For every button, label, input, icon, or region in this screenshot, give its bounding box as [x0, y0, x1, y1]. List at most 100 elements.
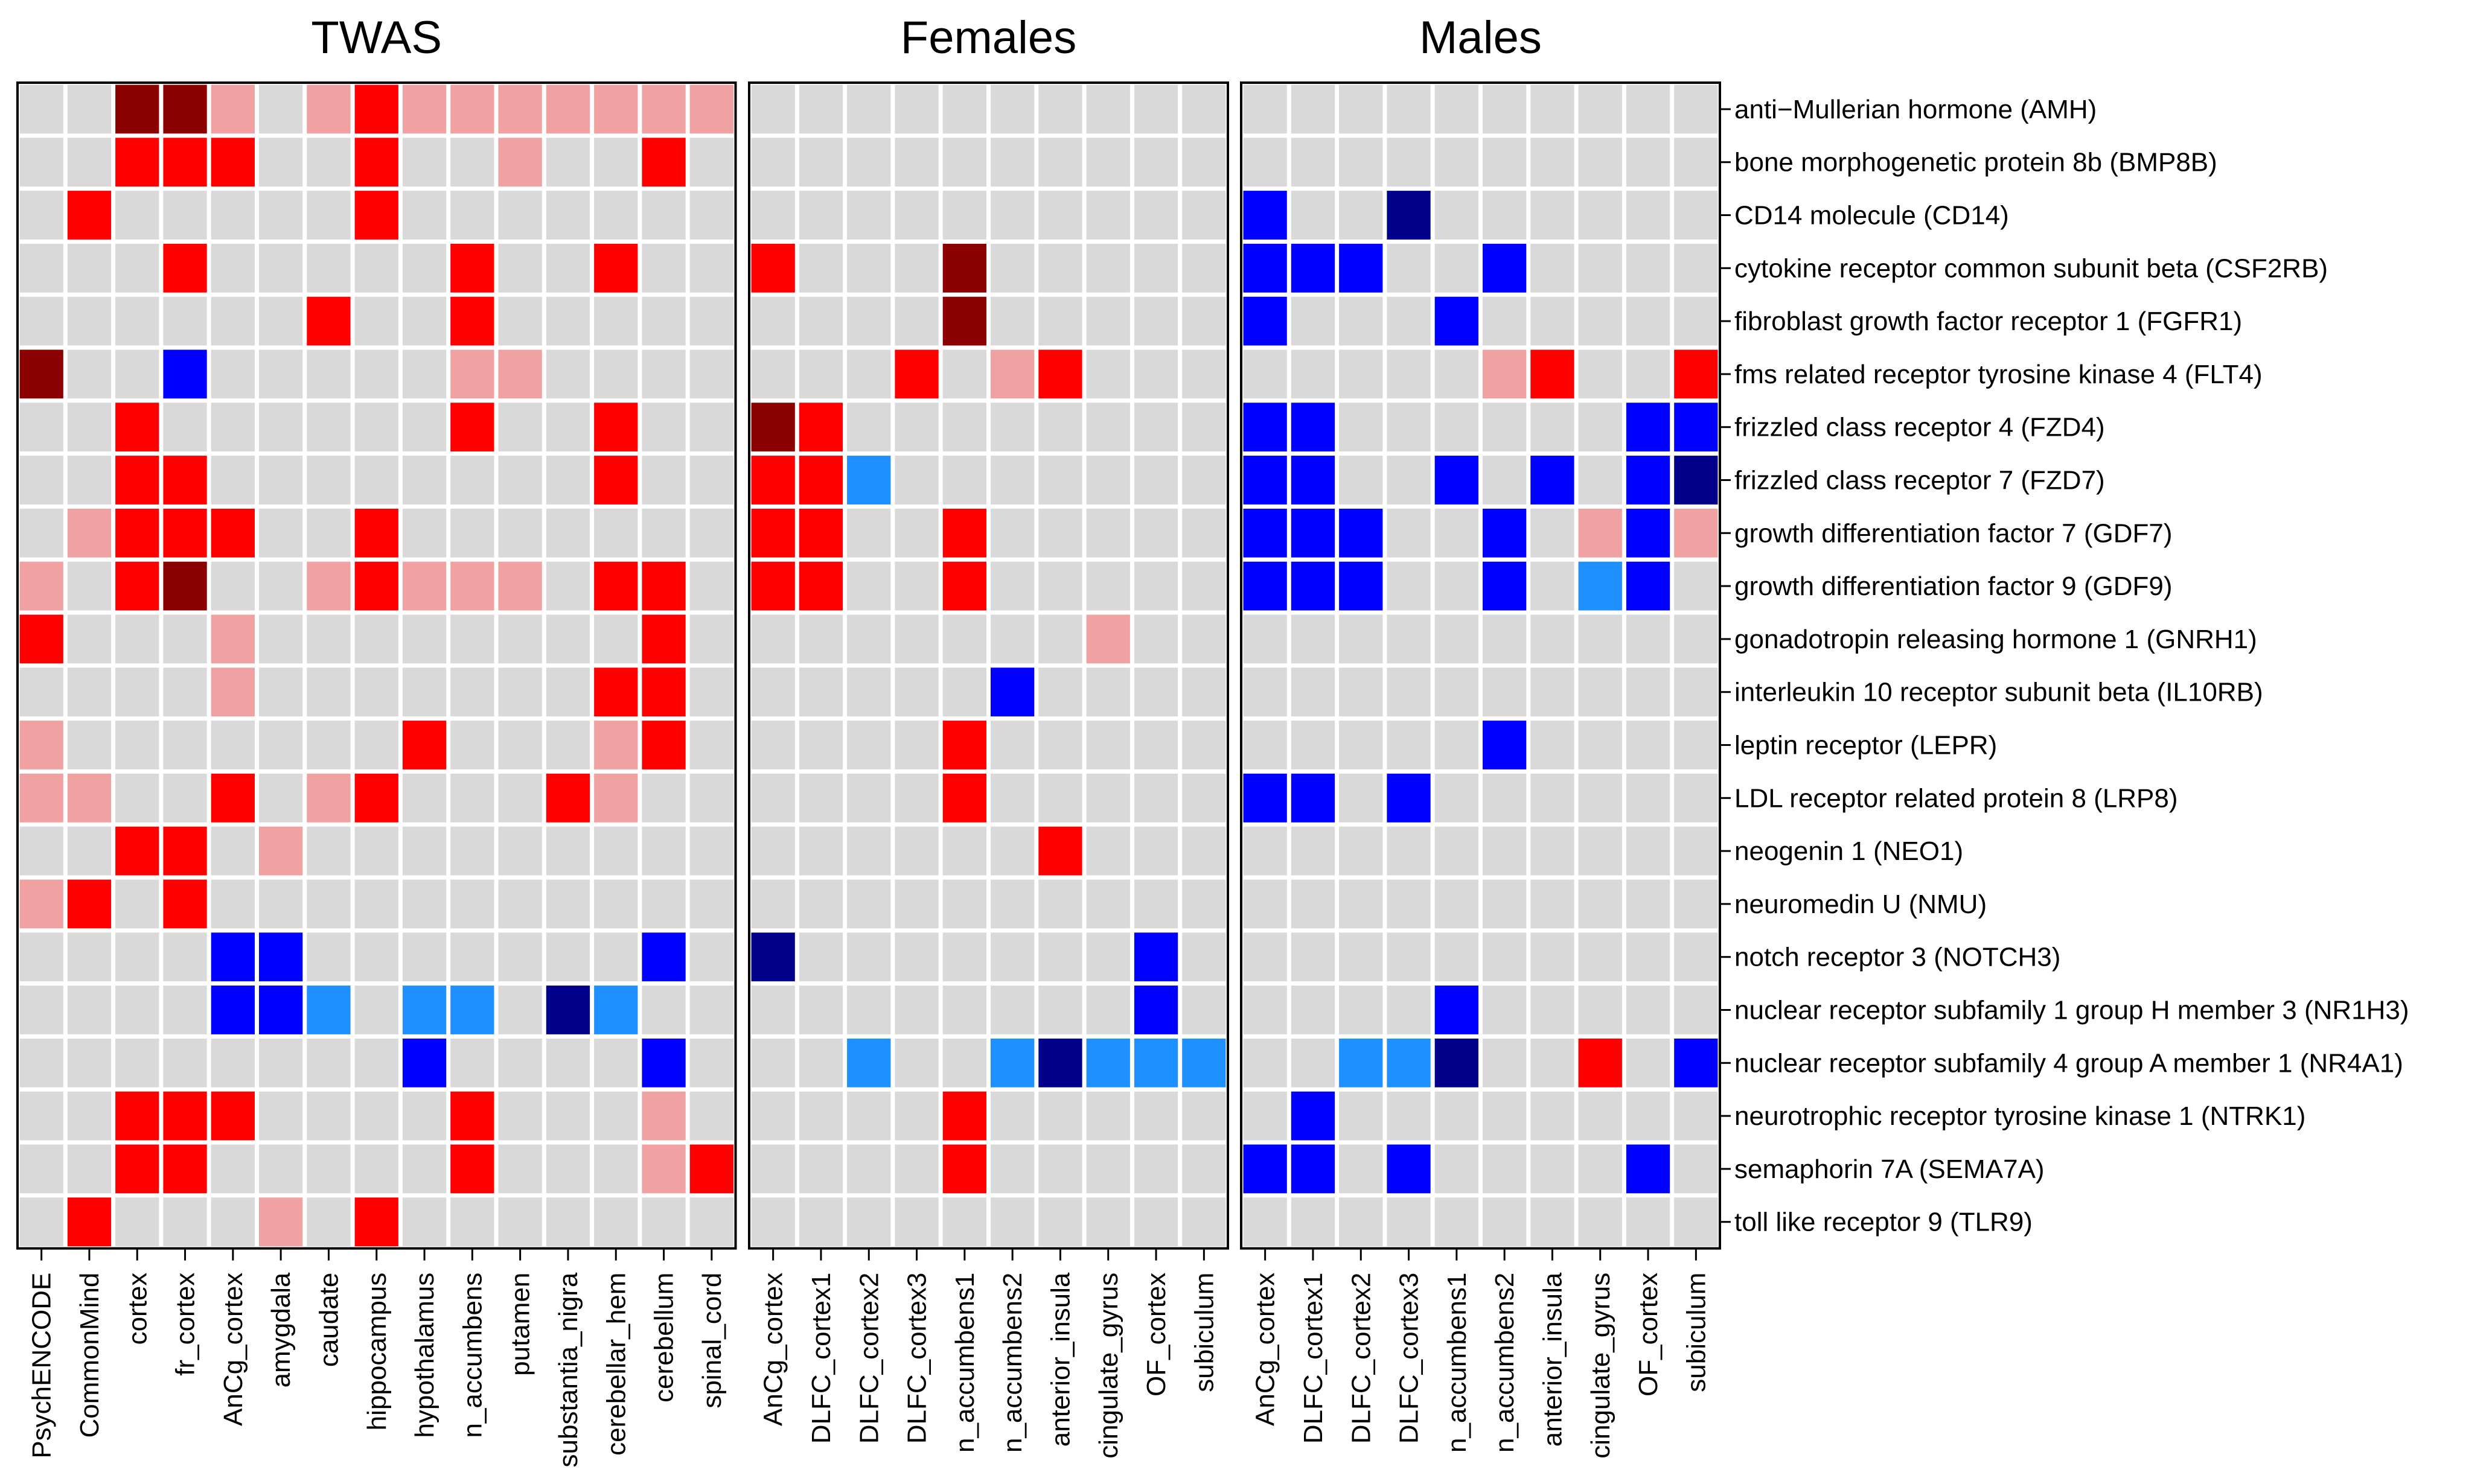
heatmap-cell	[1243, 1197, 1287, 1247]
heatmap-cell	[1291, 561, 1335, 611]
heatmap-cell	[115, 721, 159, 769]
heatmap-cell	[1134, 191, 1178, 240]
heatmap-cell	[1674, 1091, 1718, 1141]
heatmap-cell	[1387, 1197, 1431, 1247]
heatmap-cell	[498, 721, 542, 769]
heatmap-cell	[402, 1038, 447, 1088]
heatmap-cell	[847, 349, 891, 399]
heatmap-cell	[1674, 721, 1718, 769]
heatmap-cell	[211, 403, 255, 452]
heatmap-cell	[115, 1091, 159, 1141]
heatmap-cell	[1243, 296, 1287, 346]
heatmap-cell	[115, 561, 159, 611]
heatmap-cell	[847, 932, 891, 982]
heatmap-cell	[895, 561, 939, 611]
heatmap-cell	[450, 138, 494, 187]
heatmap-cell	[1339, 191, 1383, 240]
heatmap-cell	[1182, 773, 1226, 823]
heatmap-cell	[751, 773, 795, 823]
column-label: n_accumbens	[458, 1273, 487, 1438]
heatmap-cell	[1291, 456, 1335, 505]
heatmap-cell	[402, 84, 447, 134]
column-label: cerebellum	[650, 1273, 679, 1403]
column-label: n_accumbens2	[998, 1273, 1027, 1453]
heatmap-cell	[847, 879, 891, 929]
heatmap-cell	[642, 456, 686, 505]
heatmap-cell	[642, 561, 686, 611]
heatmap-cell	[498, 826, 542, 876]
heatmap-cell	[594, 721, 638, 769]
heatmap-cell	[163, 614, 207, 664]
heatmap-cell	[259, 1091, 303, 1141]
heatmap-cell	[1291, 986, 1335, 1034]
heatmap-cell	[498, 773, 542, 823]
heatmap-cell	[991, 1091, 1035, 1141]
heatmap-cell	[546, 879, 590, 929]
heatmap-cell	[67, 986, 112, 1034]
heatmap-cell	[594, 614, 638, 664]
heatmap-cell	[307, 986, 351, 1034]
heatmap-cell	[402, 1091, 447, 1141]
heatmap-cell	[1038, 243, 1082, 293]
heatmap-cell	[1626, 986, 1670, 1034]
gene-label: neuromedin U (NMU)	[1734, 890, 1987, 919]
heatmap-cell	[259, 932, 303, 982]
heatmap-cell	[895, 826, 939, 876]
heatmap-cell	[450, 1197, 494, 1247]
heatmap-cell	[1182, 1091, 1226, 1141]
column-label: CommonMind	[75, 1273, 104, 1438]
heatmap-cell	[991, 932, 1035, 982]
heatmap-cell	[546, 667, 590, 717]
heatmap-cell	[19, 614, 63, 664]
heatmap-cell	[1038, 986, 1082, 1034]
heatmap-cell	[642, 296, 686, 346]
heatmap-cell	[1038, 1144, 1082, 1194]
heatmap-cell	[211, 1038, 255, 1088]
heatmap-cell	[1086, 1144, 1130, 1194]
heatmap-cell	[402, 403, 447, 452]
heatmap-cell	[1339, 721, 1383, 769]
heatmap-cell	[1626, 296, 1670, 346]
heatmap-cell	[1578, 879, 1622, 929]
heatmap-cell	[1578, 721, 1622, 769]
heatmap-cell	[259, 296, 303, 346]
heatmap-cell	[1626, 773, 1670, 823]
heatmap-cell	[1626, 456, 1670, 505]
heatmap-cell	[1530, 667, 1574, 717]
heatmap-cell	[942, 561, 986, 611]
heatmap-cell	[259, 986, 303, 1034]
heatmap-cell	[19, 561, 63, 611]
heatmap-cell	[1182, 614, 1226, 664]
heatmap-cell	[1086, 773, 1130, 823]
heatmap-cell	[1134, 403, 1178, 452]
heatmap-cell	[307, 243, 351, 293]
column-label: DLFC_cortex2	[854, 1273, 884, 1444]
heatmap-cell	[1339, 508, 1383, 558]
column-label: AnCg_cortex	[1251, 1273, 1280, 1426]
heatmap-cell	[847, 1144, 891, 1194]
column-label: anterior_insula	[1538, 1272, 1568, 1447]
heatmap-cell	[1626, 1038, 1670, 1088]
heatmap-cell	[19, 456, 63, 505]
heatmap-cell	[211, 191, 255, 240]
heatmap-cell	[594, 84, 638, 134]
heatmap-cell	[1434, 138, 1478, 187]
heatmap-cell	[1291, 1197, 1335, 1247]
heatmap-cell	[67, 296, 112, 346]
heatmap-cell	[1387, 296, 1431, 346]
heatmap-cell	[1086, 191, 1130, 240]
heatmap-cell	[1387, 879, 1431, 929]
heatmap-cell	[942, 614, 986, 664]
heatmap-cell	[1434, 1038, 1478, 1088]
heatmap-cell	[402, 561, 447, 611]
heatmap-cell	[1134, 986, 1178, 1034]
heatmap-cell	[402, 243, 447, 293]
heatmap-cell	[642, 1091, 686, 1141]
heatmap-cell	[1243, 932, 1287, 982]
heatmap-cell	[1483, 721, 1527, 769]
heatmap-cell	[259, 614, 303, 664]
heatmap-cell	[546, 1197, 590, 1247]
heatmap-cell	[1434, 296, 1478, 346]
heatmap-cell	[402, 986, 447, 1034]
heatmap-cell	[498, 243, 542, 293]
